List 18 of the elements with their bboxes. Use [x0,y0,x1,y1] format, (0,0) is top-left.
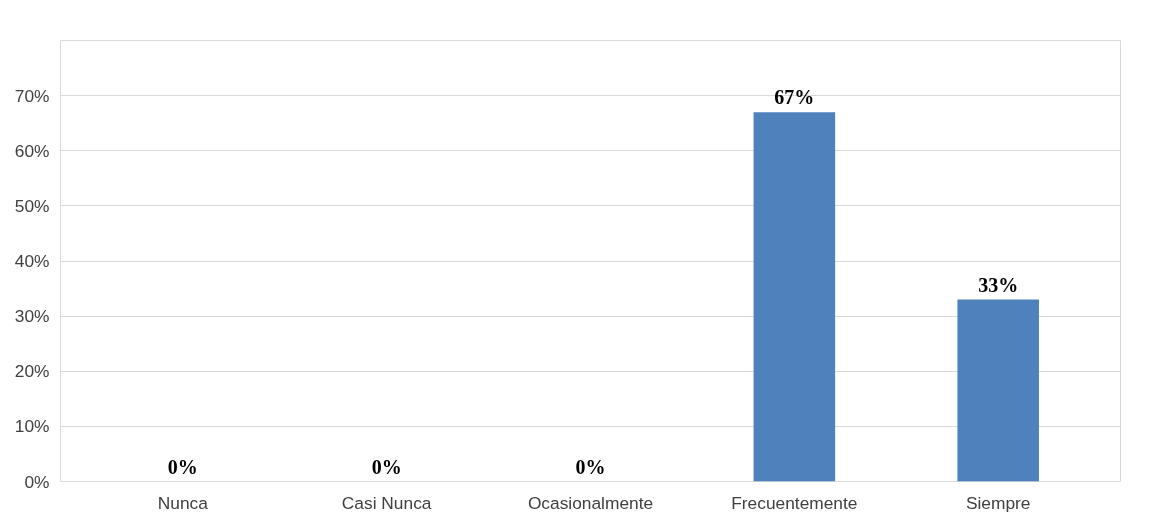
y-tick-label: 0% [24,471,50,492]
x-tick-label: Casi Nunca [341,492,432,513]
data-label: 0% [167,455,198,478]
y-tick-label: 70% [14,85,50,106]
y-tick-label: 40% [14,251,50,271]
data-label: 0% [575,455,606,478]
x-tick-label: Siempre [965,492,1031,513]
y-tick-label: 10% [14,416,50,437]
data-label: 67% [774,86,815,109]
data-label: 33% [978,273,1019,296]
x-tick-label: Frecuentemente [731,492,858,513]
y-tick-label: 60% [14,140,50,161]
x-tick-label: Ocasionalmente [527,492,654,513]
x-tick-label: Nunca [157,492,209,513]
y-tick-label: 50% [14,195,50,216]
data-label: 0% [371,455,402,478]
y-tick-label: 20% [14,361,50,382]
y-tick-label: 30% [14,306,50,327]
